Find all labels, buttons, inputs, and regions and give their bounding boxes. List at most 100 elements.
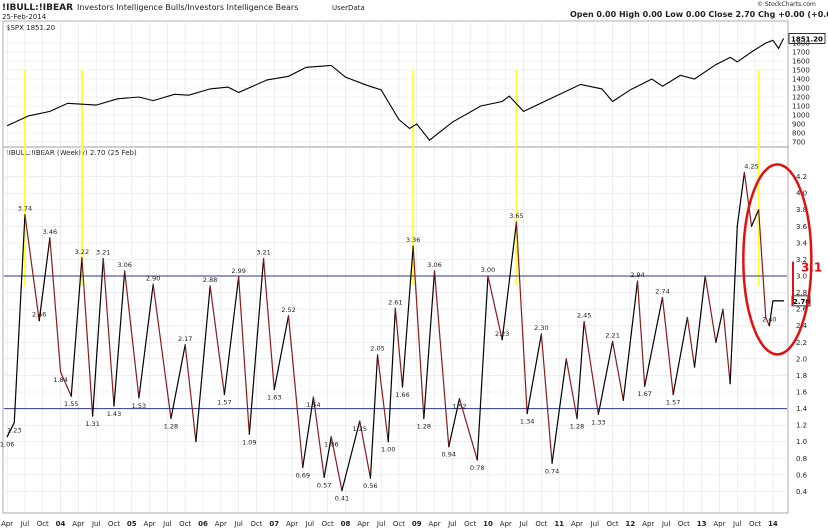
x-tick-label: 09 <box>412 520 422 528</box>
x-tick-label: Oct <box>535 520 547 528</box>
annotations: 3.1 <box>742 163 822 356</box>
indicator-y-tick-label: 3.6 <box>796 223 808 231</box>
data-label: 3.06 <box>427 261 441 269</box>
indicator-segment <box>59 371 72 397</box>
indicator-segment <box>750 209 760 227</box>
data-label: 2.94 <box>630 271 644 279</box>
x-tick-label: Apr <box>357 520 369 528</box>
price-y-tick-label: 1300 <box>792 85 810 93</box>
x-tick-label: Apr <box>500 520 512 528</box>
data-label: 2.46 <box>32 311 46 319</box>
indicator-y-tick-label: 0.8 <box>796 455 807 463</box>
data-label: 2.21 <box>605 331 619 339</box>
indicator-segment <box>540 333 553 464</box>
x-tick-label: 13 <box>697 520 707 528</box>
data-label: 1.43 <box>107 410 121 418</box>
price-y-tick-label: 1700 <box>792 49 810 57</box>
reference-lines <box>4 275 787 410</box>
indicator-segment <box>758 209 767 319</box>
indicator-y-tick-label: 3.8 <box>796 206 807 214</box>
data-label: 1.63 <box>267 394 281 402</box>
data-label: 3.00 <box>481 266 495 274</box>
data-label: 1.25 <box>352 425 366 433</box>
indicator-segment <box>49 237 62 373</box>
x-tick-label: Jul <box>732 520 742 528</box>
data-label: 0.78 <box>470 464 484 472</box>
x-tick-label: Jul <box>376 520 386 528</box>
indicator-y-tick-label: 1.8 <box>796 372 807 380</box>
indicator-segment <box>6 422 15 438</box>
indicator-segment <box>644 296 664 387</box>
x-tick-label: 10 <box>483 520 493 528</box>
data-label: 0.56 <box>363 482 377 490</box>
x-tick-label: 05 <box>127 520 137 528</box>
indicator-series: 2.70 <box>6 171 810 492</box>
indicator-segment <box>501 221 518 341</box>
data-label: 3.21 <box>256 249 270 257</box>
indicator-segment <box>312 396 325 478</box>
data-label: 2.90 <box>146 274 160 282</box>
x-tick-label: Apr <box>1 520 13 528</box>
data-label: 1.06 <box>324 441 338 449</box>
indicator-segment <box>376 354 389 443</box>
indicator-segment <box>661 296 674 396</box>
chart-symbol: !IBULL:!IBEAR <box>2 3 73 13</box>
data-label: 0.94 <box>442 451 456 459</box>
indicator-y-tick-label: 1.4 <box>796 405 808 413</box>
indicator-segment <box>387 307 396 443</box>
data-label: 3.74 <box>18 205 32 213</box>
watermark: © StockCharts.com <box>757 1 816 8</box>
indicator-segment <box>448 398 461 448</box>
x-tick-label: 08 <box>341 520 351 528</box>
indicator-segment <box>184 344 197 443</box>
indicator-segment <box>433 270 450 448</box>
data-label: 2.74 <box>655 288 669 296</box>
data-label: 3.22 <box>75 248 89 256</box>
x-tick-label: 06 <box>198 520 208 528</box>
indicator-segment <box>359 420 372 479</box>
price-last-value-box <box>788 33 826 44</box>
data-label: 3.06 <box>117 261 131 269</box>
x-tick-label: Jul <box>590 520 600 528</box>
data-label: 1.66 <box>395 391 409 399</box>
chart-source: UserData <box>332 4 365 12</box>
data-label: 1.33 <box>591 418 605 426</box>
data-label: 2.52 <box>281 306 295 314</box>
indicator-segment <box>70 257 83 397</box>
data-label: 1.67 <box>637 390 651 398</box>
price-y-tick-label: 1500 <box>792 67 810 75</box>
data-label: 0.41 <box>335 495 349 503</box>
y-axis-labels: 7008009001000110012001300140015001600170… <box>792 40 810 496</box>
indicator-y-tick-label: 2.0 <box>796 355 807 363</box>
indicator-y-tick-label: 1.2 <box>796 422 807 430</box>
price-y-tick-label: 1600 <box>792 58 810 66</box>
indicator-segment <box>138 283 154 399</box>
x-tick-label: Oct <box>322 520 334 528</box>
data-label: 3.21 <box>96 249 110 257</box>
data-label: 0.74 <box>545 467 559 475</box>
data-label: 1.28 <box>164 423 178 431</box>
indicator-segment <box>273 315 290 391</box>
indicator-segment <box>704 275 717 343</box>
indicator-segment <box>458 398 478 461</box>
data-label: 2.61 <box>388 298 402 306</box>
chart-date: 25-Feb-2014 <box>2 13 47 21</box>
x-tick-label: Apr <box>642 520 654 528</box>
indicator-segment <box>612 340 624 401</box>
x-tick-label: Jul <box>305 520 315 528</box>
data-label: 0.57 <box>317 481 331 489</box>
indicator-segment <box>551 358 567 464</box>
indicator-segment <box>170 344 186 420</box>
data-label: 1.28 <box>417 423 431 431</box>
data-label: 2.30 <box>534 324 548 332</box>
indicator-panel-title: !IBULL:!IBEAR (Weekly) 2.70 (25 Feb) <box>6 149 137 157</box>
data-label: 1.54 <box>306 401 320 409</box>
indicator-segment <box>238 276 250 435</box>
indicator-y-tick-label: 2.6 <box>796 306 808 314</box>
indicator-segment <box>686 316 696 368</box>
x-tick-label: 04 <box>56 520 66 528</box>
x-tick-label: Apr <box>571 520 583 528</box>
chart-description: Investors Intelligence Bulls/Investors I… <box>77 3 298 12</box>
indicator-segment <box>636 280 646 387</box>
data-label: 1.55 <box>64 400 78 408</box>
